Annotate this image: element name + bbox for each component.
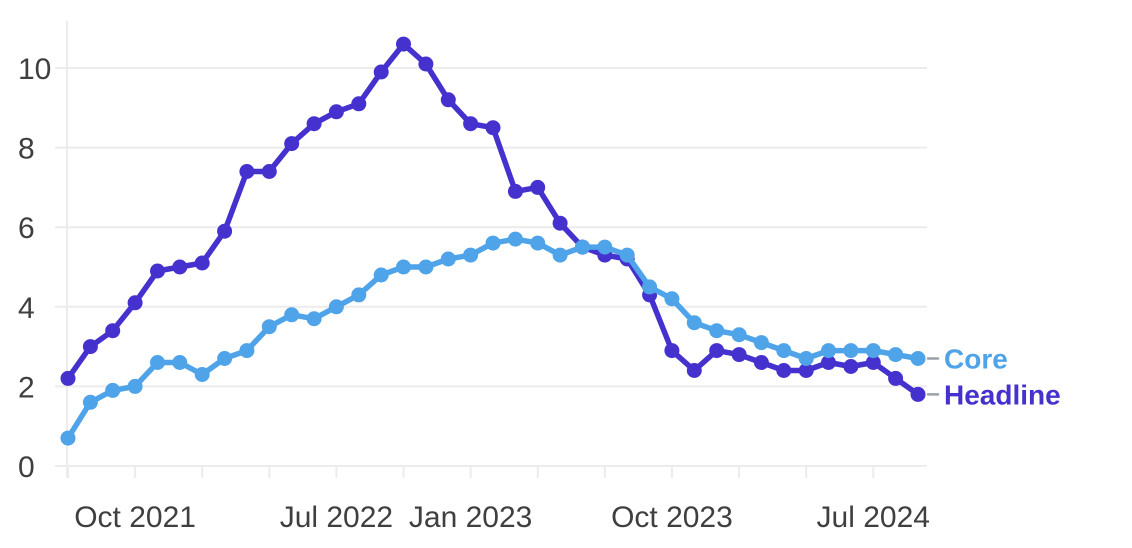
- headline-data-point: [753, 355, 769, 370]
- headline-data-point: [865, 355, 881, 370]
- core-data-point: [664, 291, 680, 307]
- headline-data-point: [172, 259, 188, 275]
- y-axis-tick-label: 6: [18, 212, 35, 245]
- headline-data-point: [686, 363, 702, 378]
- core-data-point: [351, 287, 367, 303]
- core-data-point: [373, 267, 389, 283]
- core-series-line: [65, 236, 921, 441]
- core-data-point: [530, 235, 546, 251]
- headline-data-point: [306, 116, 322, 132]
- core-data-point: [552, 247, 568, 263]
- core-data-point: [798, 351, 814, 366]
- core-data-point: [686, 315, 702, 331]
- headline-data-point: [485, 120, 501, 136]
- data-series: [60, 36, 926, 446]
- headline-data-point: [194, 255, 210, 271]
- x-axis-tick-label: Oct 2021: [74, 501, 196, 534]
- core-data-point: [843, 343, 859, 359]
- core-data-point: [396, 259, 411, 275]
- core-data-point: [105, 382, 121, 398]
- core-data-point: [194, 367, 210, 382]
- core-data-point: [507, 231, 523, 247]
- y-axis-tick-label: 10: [18, 53, 51, 86]
- core-data-point: [261, 319, 277, 335]
- headline-data-point: [530, 179, 546, 195]
- x-axis-tick-label: Jul 2022: [280, 501, 393, 534]
- headline-data-point: [776, 363, 792, 378]
- y-axis-tick-label: 2: [18, 371, 35, 404]
- headline-data-point: [217, 223, 233, 239]
- core-data-point: [150, 355, 165, 370]
- core-data-point: [463, 247, 479, 263]
- legend-label-headline: Headline: [944, 379, 1061, 410]
- headline-data-point: [798, 363, 814, 378]
- headline-data-point: [373, 64, 389, 80]
- core-data-point: [597, 239, 613, 255]
- headline-data-point: [821, 355, 836, 370]
- headline-data-point: [418, 56, 434, 72]
- headline-data-point: [664, 343, 680, 359]
- headline-data-point: [60, 370, 76, 386]
- headline-data-point: [284, 136, 300, 152]
- gridlines: [55, 21, 927, 478]
- core-data-point: [440, 251, 456, 267]
- headline-data-point: [127, 295, 143, 311]
- x-axis-tick-label: Oct 2023: [611, 501, 733, 534]
- core-data-point: [60, 430, 76, 446]
- headline-data-point: [552, 215, 568, 231]
- headline-series-line: [65, 41, 921, 398]
- headline-data-point: [731, 347, 747, 363]
- core-data-point: [865, 343, 881, 359]
- headline-data-point: [440, 92, 456, 108]
- headline-data-point: [261, 164, 277, 179]
- core-data-point: [753, 335, 769, 351]
- core-data-point: [575, 239, 590, 255]
- y-axis-tick-label: 8: [18, 133, 35, 166]
- x-axis-tick-label: Jan 2023: [409, 501, 532, 534]
- core-data-point: [910, 351, 926, 366]
- legend: Core Headline: [926, 344, 1061, 410]
- core-data-point: [731, 327, 747, 343]
- core-data-point: [821, 343, 836, 359]
- headline-data-point: [910, 386, 926, 402]
- y-axis-tick-label: 4: [18, 292, 35, 325]
- headline-data-point: [463, 116, 479, 132]
- core-data-point: [619, 247, 635, 263]
- core-data-point: [709, 323, 725, 339]
- core-data-point: [888, 347, 904, 363]
- core-data-point: [418, 259, 434, 275]
- headline-data-point: [328, 104, 344, 120]
- headline-data-point: [709, 343, 725, 359]
- y-axis-tick-label: 0: [18, 451, 35, 484]
- axis-labels: 0 2 4 6 8 10 Oct 2021 Jul 2022 Jan 2023 Oct 2023 J…: [18, 53, 930, 534]
- core-data-point: [485, 235, 501, 251]
- headline-data-point: [843, 359, 859, 374]
- headline-data-point: [82, 339, 98, 355]
- core-data-point: [776, 343, 792, 359]
- headline-data-point: [105, 323, 121, 339]
- x-axis-tick-label: Jul 2024: [817, 501, 930, 534]
- headline-data-point: [351, 96, 367, 112]
- core-data-point: [172, 355, 188, 370]
- headline-data-point: [507, 183, 523, 199]
- headline-data-point: [239, 164, 255, 179]
- core-data-point: [284, 307, 300, 323]
- core-data-point: [328, 299, 344, 315]
- core-data-point: [239, 343, 255, 359]
- headline-data-point: [888, 370, 904, 386]
- headline-data-point: [150, 263, 165, 279]
- core-data-point: [127, 378, 143, 394]
- legend-label-core: Core: [944, 344, 1008, 375]
- core-data-point: [306, 311, 322, 327]
- core-data-point: [217, 351, 233, 366]
- axis-ticks: [67, 466, 875, 478]
- headline-data-point: [396, 36, 411, 52]
- core-data-point: [642, 279, 658, 295]
- core-data-point: [82, 394, 98, 410]
